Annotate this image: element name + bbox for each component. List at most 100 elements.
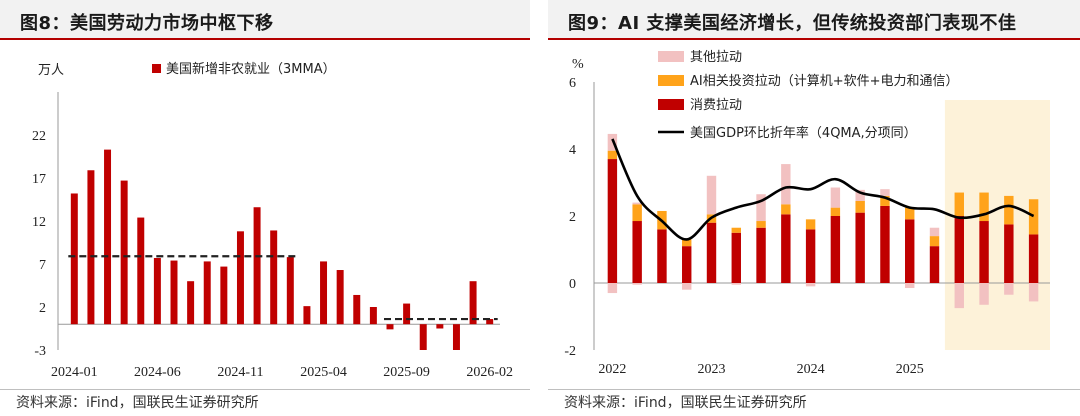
stacked-bar-segment: [830, 216, 841, 283]
stacked-bar-segment: [880, 195, 890, 206]
bar: [270, 230, 278, 325]
panel-labor-market: 图8：美国劳动力市场中枢下移 -3 2 7 12 17 22 万人 美国新增非农就业（3MMA…: [0, 0, 530, 416]
stacked-bar-segment: [781, 204, 791, 215]
stacked-bar-segment: [855, 200, 865, 213]
stacked-bar-negative: [607, 283, 618, 294]
stacked-bar-segment: [607, 150, 618, 160]
y-tick-label: -3: [34, 344, 46, 359]
legend-swatch: [152, 64, 161, 73]
stacked-bar-segment: [731, 227, 741, 233]
legend-swatch: [658, 75, 684, 86]
stacked-bar-segment: [1004, 195, 1014, 225]
legend-swatch: [658, 51, 684, 62]
legend-label: 消费拉动: [690, 98, 742, 113]
divider: [548, 389, 1080, 390]
labor-chart: -3 2 7 12 17 22 万人 美国新增非农就业（3MMA） 2024-01 2024-06…: [32, 61, 513, 380]
bar: [303, 306, 311, 325]
y-tick-label: 17: [32, 172, 46, 187]
stacked-bar-segment: [1028, 234, 1039, 283]
bar: [87, 170, 95, 325]
bar: [286, 257, 294, 325]
x-tick-label: 2024-01: [51, 365, 98, 380]
stacked-bar-negative: [979, 283, 989, 305]
y-tick-label: 7: [39, 258, 46, 273]
bar: [469, 281, 477, 325]
gdp-line: [611, 138, 1035, 241]
stacked-bar-segment: [657, 229, 667, 283]
stacked-bar-segment: [706, 222, 717, 283]
x-tick-label: 2023: [698, 362, 726, 377]
bar: [153, 257, 161, 325]
x-tick-label: 2024-11: [217, 365, 263, 380]
bar: [452, 324, 460, 350]
bar: [336, 270, 344, 325]
divider: [0, 389, 530, 390]
stacked-bar-segment: [830, 187, 841, 208]
bar: [236, 231, 244, 325]
y-tick-label: 0: [569, 277, 576, 292]
stacked-bar-segment: [855, 189, 865, 201]
stacked-bar-segment: [632, 204, 642, 222]
bar: [170, 260, 178, 325]
stacked-bar-segment: [632, 221, 642, 283]
stacked-bar-segment: [682, 239, 692, 247]
stacked-bar-segment: [929, 236, 940, 247]
legend-swatch: [658, 99, 684, 110]
stacked-bar-segment: [1028, 199, 1039, 235]
bar: [386, 324, 394, 330]
y-tick-label: -2: [564, 344, 576, 359]
bar: [104, 149, 112, 325]
source-note: 资料来源：iFind，国联民生证券研究所: [564, 395, 807, 411]
stacked-bar-negative: [682, 283, 692, 290]
bar: [403, 303, 411, 325]
stacked-bar-negative: [905, 283, 915, 289]
bar: [369, 307, 377, 325]
bar: [220, 266, 228, 325]
stacked-bar-negative: [1004, 283, 1014, 295]
stacked-bar-segment: [756, 194, 766, 222]
stacked-bar-segment: [1004, 224, 1014, 283]
bar: [353, 294, 361, 325]
stacked-bar-segment: [905, 219, 915, 283]
bar: [187, 281, 195, 325]
stacked-bar-segment: [805, 219, 816, 230]
x-tick-label: 2026-02: [466, 365, 513, 380]
title-bar: 图8：美国劳动力市场中枢下移: [0, 0, 530, 40]
stacked-bar-segment: [954, 192, 964, 216]
stacked-bar-segment: [805, 229, 816, 283]
chart-title: 图9：AI 支撑美国经济增长，但传统投资部门表现不佳: [568, 13, 1017, 34]
x-tick-label: 2024-06: [134, 365, 181, 380]
legend-label: 其他拉动: [690, 50, 742, 65]
stacked-bar-segment: [781, 164, 791, 205]
stacked-bar-negative: [731, 283, 741, 285]
source-note: 资料来源：iFind，国联民生证券研究所: [16, 395, 259, 411]
x-tick-label: 2024: [797, 362, 825, 377]
stacked-bar-segment: [830, 207, 841, 216]
stacked-bar-segment: [731, 232, 741, 283]
stacked-bar-segment: [607, 159, 618, 283]
bar: [70, 193, 78, 325]
bar: [137, 217, 145, 325]
stacked-bar-segment: [954, 216, 964, 283]
stacked-bar-segment: [905, 207, 915, 220]
bar: [436, 324, 444, 329]
stacked-bar-segment: [929, 246, 940, 283]
x-tick-label: 2025: [896, 362, 924, 377]
y-axis-unit: 万人: [38, 63, 64, 78]
y-tick-label: 6: [569, 76, 576, 91]
y-tick-label: 2: [39, 301, 46, 316]
y-tick-label: 22: [32, 129, 46, 144]
stacked-bar-segment: [756, 227, 766, 283]
stacked-bar-segment: [756, 221, 766, 228]
stacked-bar-negative: [805, 283, 816, 287]
stacked-bar-negative: [632, 283, 642, 285]
stacked-bar-segment: [880, 205, 890, 283]
x-tick-label: 2025-09: [383, 365, 430, 380]
x-tick-label: 2022: [598, 362, 626, 377]
stacked-bar-segment: [979, 221, 989, 283]
y-tick-label: 12: [32, 215, 46, 230]
bar: [486, 319, 494, 325]
stacked-bar-negative: [1028, 283, 1039, 302]
bar: [419, 324, 427, 350]
stacked-bar-segment: [880, 189, 890, 196]
